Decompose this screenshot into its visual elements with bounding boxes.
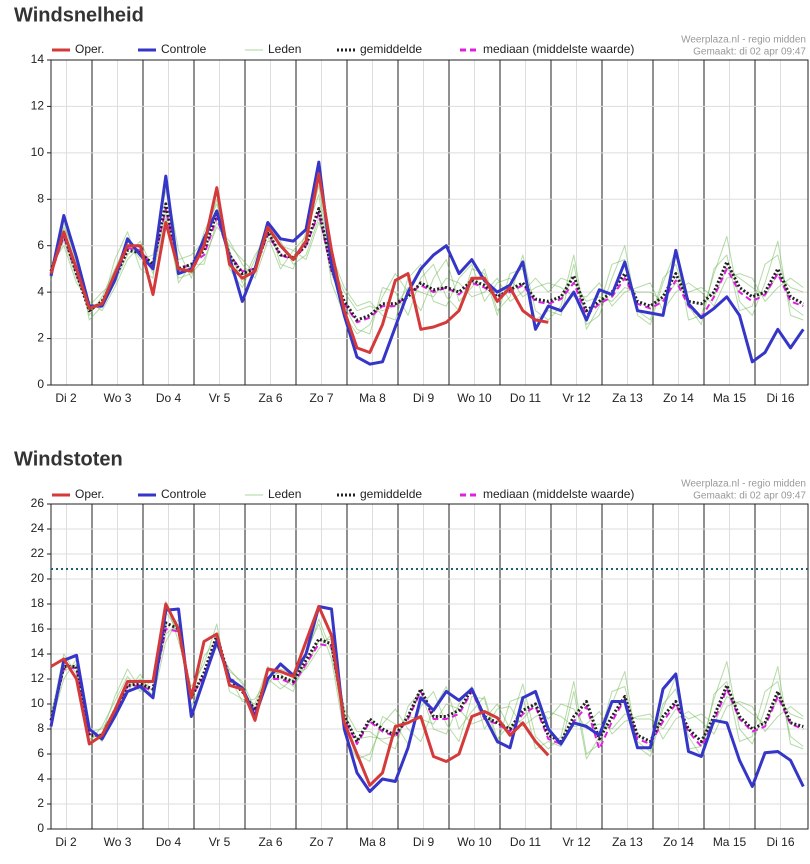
series-line (49, 605, 805, 793)
y-tick-label: 14 (31, 646, 45, 660)
y-tick-label: 26 (31, 496, 45, 510)
chart-title: Windstoten (14, 448, 123, 470)
legend-label: Oper. (75, 487, 104, 501)
x-tick-label: Wo 10 (457, 391, 492, 405)
x-tick-label: Vr 12 (562, 391, 591, 405)
legend-label: mediaan (middelste waarde) (483, 42, 634, 56)
plot-frame (50, 503, 809, 830)
x-tick-label: Zo 7 (309, 835, 333, 849)
y-tick-label: 24 (31, 521, 45, 535)
x-tick-label: Di 16 (766, 391, 794, 405)
x-tick-label: Ma 8 (359, 835, 386, 849)
x-tick-label: Zo 14 (663, 391, 694, 405)
x-tick-label: Wo 3 (104, 391, 132, 405)
y-tick-label: 4 (37, 771, 44, 785)
legend-label: Controle (161, 487, 207, 501)
y-tick-label: 8 (37, 191, 44, 205)
x-tick-label: Zo 14 (663, 835, 694, 849)
y-tick-label: 12 (31, 671, 45, 685)
y-tick-label: 8 (37, 721, 44, 735)
y-tick-label: 18 (31, 596, 45, 610)
y-tick-label: 12 (31, 99, 45, 113)
x-tick-label: Vr 5 (209, 835, 231, 849)
x-tick-label: Wo 3 (104, 835, 132, 849)
x-tick-label: Do 11 (510, 835, 541, 849)
legend-label: Oper. (75, 42, 104, 56)
chart-title: Windsnelheid (14, 4, 144, 26)
series-line (49, 172, 549, 354)
x-tick-label: Do 4 (156, 835, 182, 849)
created: Gemaakt: di 02 apr 09:47 (693, 47, 806, 58)
y-tick-label: 2 (37, 796, 44, 810)
y-tick-label: 14 (31, 52, 45, 66)
x-tick-label: Di 2 (55, 391, 77, 405)
legend-label: Leden (268, 42, 301, 56)
y-tick-label: 6 (37, 746, 44, 760)
x-tick-label: Di 9 (413, 391, 435, 405)
x-tick-label: Za 13 (612, 391, 643, 405)
source: Weerplaza.nl - regio midden (681, 479, 806, 490)
legend-label: gemiddelde (360, 487, 422, 501)
y-tick-label: 10 (31, 696, 45, 710)
plot-frame (50, 59, 809, 386)
y-tick-label: 22 (31, 546, 45, 560)
series-line (49, 160, 805, 366)
x-tick-label: Wo 10 (457, 835, 492, 849)
x-tick-label: Vr 12 (562, 835, 591, 849)
legend-label: Controle (161, 42, 207, 56)
x-tick-label: Za 13 (612, 835, 643, 849)
y-tick-label: 4 (37, 284, 44, 298)
x-tick-label: Di 16 (766, 835, 794, 849)
series-line (50, 602, 550, 787)
x-tick-label: Ma 15 (713, 391, 747, 405)
y-tick-label: 0 (37, 377, 44, 391)
x-tick-label: Zo 7 (309, 391, 333, 405)
x-tick-label: Ma 15 (713, 835, 747, 849)
x-tick-label: Di 9 (413, 835, 435, 849)
x-tick-label: Ma 8 (359, 391, 386, 405)
legend-label: Leden (268, 487, 301, 501)
x-tick-label: Za 6 (258, 835, 282, 849)
source: Weerplaza.nl - regio midden (681, 35, 806, 46)
y-tick-label: 2 (37, 331, 44, 345)
legend-label: gemiddelde (360, 42, 422, 56)
y-tick-label: 20 (31, 571, 45, 585)
created: Gemaakt: di 02 apr 09:47 (693, 491, 806, 502)
y-tick-label: 10 (31, 145, 45, 159)
member-line (50, 180, 804, 335)
x-tick-label: Vr 5 (209, 391, 231, 405)
member-line (50, 212, 804, 312)
y-tick-label: 0 (37, 821, 44, 835)
y-tick-label: 16 (31, 621, 45, 635)
legend-label: mediaan (middelste waarde) (483, 487, 634, 501)
x-tick-label: Di 2 (55, 835, 77, 849)
y-tick-label: 6 (37, 238, 44, 252)
x-tick-label: Za 6 (258, 391, 282, 405)
x-tick-label: Do 4 (156, 391, 182, 405)
x-tick-label: Do 11 (510, 391, 541, 405)
